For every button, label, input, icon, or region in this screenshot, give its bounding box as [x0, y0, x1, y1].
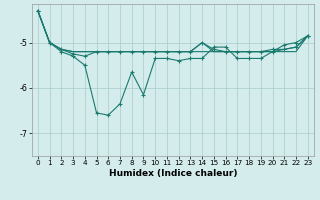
X-axis label: Humidex (Indice chaleur): Humidex (Indice chaleur) [108, 169, 237, 178]
